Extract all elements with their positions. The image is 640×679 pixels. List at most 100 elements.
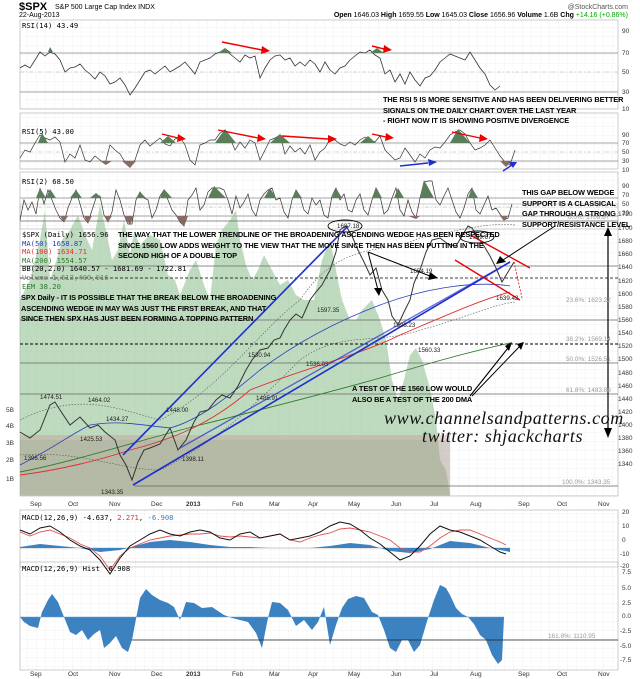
svg-text:10: 10 (622, 106, 630, 113)
svg-text:Apr: Apr (308, 671, 319, 678)
svg-text:1485.91: 1485.91 (256, 395, 279, 402)
svg-text:1536.03: 1536.03 (306, 361, 329, 368)
svg-text:1560.33: 1560.33 (418, 347, 441, 354)
svg-text:1474.51: 1474.51 (40, 394, 63, 401)
svg-text:1B: 1B (6, 476, 14, 483)
gap-note: THIS GAP BELOW WEDGE SUPPORT IS A CLASSI… (522, 188, 631, 229)
svg-text:50: 50 (622, 201, 630, 208)
ma100-legend: MA(100) 1634.71 (22, 247, 87, 257)
svg-text:50: 50 (622, 69, 630, 76)
rsi2-legend: RSI(2) 68.50 (22, 177, 74, 186)
svg-text:Dec: Dec (151, 501, 163, 508)
svg-text:-20: -20 (620, 563, 630, 570)
svg-text:May: May (348, 671, 361, 678)
svg-text:61.8%: 1483.88: 61.8%: 1483.88 (566, 387, 611, 394)
svg-text:Oct: Oct (68, 671, 78, 678)
svg-text:Nov: Nov (598, 501, 610, 508)
price-panel: 1474.51 1464.02 1434.27 1425.53 1396.56 … (6, 205, 633, 496)
wedge-note: THE WAY THAT THE LOWER TRENDLINE OF THE … (118, 230, 500, 260)
svg-text:7.5: 7.5 (622, 569, 631, 576)
svg-text:Oct: Oct (557, 671, 567, 678)
rsi-note: THE RSI 5 IS MORE SENSITIVE AND HAS BEEN… (383, 95, 624, 125)
svg-text:May: May (348, 501, 361, 508)
svg-text:38.2%: 1569.14: 38.2%: 1569.14 (566, 336, 611, 343)
svg-text:1480: 1480 (618, 370, 633, 377)
watermark-twitter: twitter: shjackcharts (422, 426, 584, 446)
svg-text:1720: 1720 (618, 211, 633, 218)
svg-text:1640: 1640 (618, 264, 633, 271)
rsi14-legend: RSI(14) 43.49 (22, 21, 79, 30)
svg-text:Nov: Nov (109, 671, 121, 678)
svg-text:Apr: Apr (308, 501, 319, 508)
svg-text:30: 30 (622, 89, 630, 96)
svg-text:1687.18: 1687.18 (337, 223, 360, 230)
macd-hist-panel: 161.8%: 1110.95 7.5 5.0 2.5 0.0 -2.5 -5.0 -7.5 (20, 569, 632, 664)
svg-text:Nov: Nov (598, 671, 610, 678)
svg-text:1709.67: 1709.67 (469, 234, 492, 241)
svg-text:Sep: Sep (30, 501, 42, 508)
svg-text:-10: -10 (620, 551, 630, 558)
svg-text:70: 70 (622, 192, 630, 199)
svg-text:1464.02: 1464.02 (88, 397, 111, 404)
svg-text:3B: 3B (6, 440, 14, 447)
svg-text:10: 10 (622, 523, 630, 530)
svg-text:1380: 1380 (618, 435, 633, 442)
svg-text:1460: 1460 (618, 383, 633, 390)
svg-text:1425.53: 1425.53 (80, 436, 103, 443)
svg-text:30: 30 (622, 210, 630, 217)
svg-text:90: 90 (622, 132, 630, 139)
svg-text:1448.00: 1448.00 (166, 407, 189, 414)
chart-header: $SPX S&P 500 Large Cap Index INDX 22-Aug… (0, 0, 640, 20)
svg-text:Sep: Sep (518, 671, 530, 678)
svg-text:90: 90 (622, 183, 630, 190)
svg-text:Nov: Nov (109, 501, 121, 508)
svg-text:1398.11: 1398.11 (182, 456, 204, 463)
x-axis-bottom: Sep Oct Nov Dec 2013 Feb Mar Apr May Jun Jul Aug Sep… (30, 671, 610, 678)
svg-text:2013: 2013 (186, 501, 201, 508)
svg-text:Dec: Dec (151, 671, 163, 678)
svg-text:30: 30 (622, 158, 630, 165)
svg-text:Sep: Sep (30, 671, 42, 678)
svg-text:1343.35: 1343.35 (101, 489, 124, 496)
macd-panel: 20 10 0 -10 -20 (19, 509, 630, 575)
svg-text:1500: 1500 (618, 356, 633, 363)
svg-text:5B: 5B (6, 407, 14, 414)
svg-text:1360: 1360 (618, 448, 633, 455)
svg-text:Oct: Oct (68, 501, 78, 508)
svg-text:1700: 1700 (618, 225, 633, 232)
svg-text:1440: 1440 (618, 396, 633, 403)
svg-text:1396.56: 1396.56 (24, 455, 47, 462)
svg-text:1639.42: 1639.42 (496, 295, 519, 302)
price-legend-title: $SPX (Daily) 1656.96 (22, 230, 109, 239)
svg-text:50: 50 (622, 149, 630, 156)
svg-text:1660: 1660 (618, 251, 633, 258)
svg-text:Mar: Mar (269, 671, 281, 678)
source-credit: @StockCharts.com (567, 4, 628, 11)
svg-text:1560: 1560 (618, 317, 633, 324)
svg-text:1600: 1600 (618, 291, 633, 298)
hist-fib-label: 161.8%: 1110.95 (548, 633, 596, 640)
svg-text:1680: 1680 (618, 238, 633, 245)
svg-text:100.0%: 1343.35: 100.0%: 1343.35 (562, 479, 611, 486)
svg-text:1420: 1420 (618, 409, 633, 416)
svg-text:90: 90 (622, 28, 630, 35)
bb-legend: BB(20,2.0) 1640.57 - 1681.69 - 1722.81 (22, 264, 187, 274)
svg-text:70: 70 (622, 50, 630, 57)
svg-text:2013: 2013 (186, 671, 201, 678)
svg-text:1530.94: 1530.94 (248, 352, 271, 359)
symbol-name: S&P 500 Large Cap Index INDX (55, 4, 155, 11)
watermark-url: www.channelsandpatterns.com (384, 408, 624, 428)
svg-text:Aug: Aug (470, 671, 482, 678)
symbol: $SPX (19, 1, 48, 13)
svg-text:1340: 1340 (618, 461, 633, 468)
svg-text:1540: 1540 (618, 330, 633, 337)
svg-text:0: 0 (622, 537, 626, 544)
chart-date: 22-Aug-2013 (19, 12, 60, 19)
svg-text:Mar: Mar (269, 501, 281, 508)
svg-text:1520: 1520 (618, 343, 633, 350)
macd-hist-legend: MACD(12,26,9) Hist -6.908 (22, 564, 131, 573)
svg-text:Feb: Feb (232, 671, 244, 678)
eem-legend: EEM 38.20 (22, 281, 61, 291)
svg-text:1434.27: 1434.27 (106, 416, 129, 423)
svg-text:-2.5: -2.5 (620, 628, 632, 635)
